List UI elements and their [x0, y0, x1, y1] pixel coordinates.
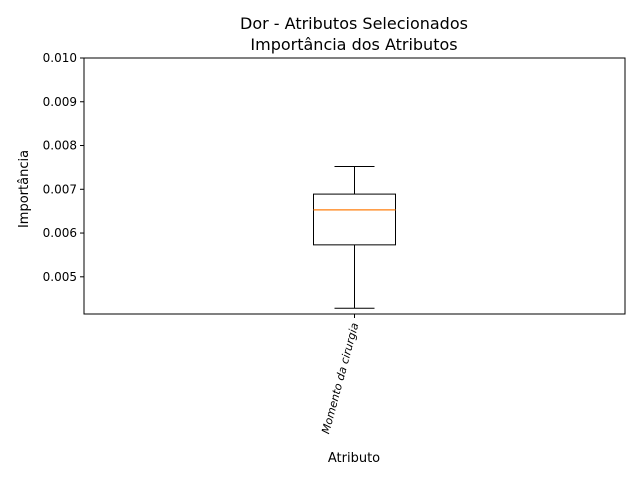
- plot-area: [313, 166, 396, 309]
- box-0: [313, 166, 396, 309]
- y-axis-ticks: 0.005 0.006 0.007 0.008 0.009 0.010: [43, 51, 84, 284]
- y-tick-label: 0.006: [43, 226, 77, 240]
- chart-subtitle: Importância dos Atributos: [250, 35, 457, 54]
- chart-title: Dor - Atributos Selecionados: [240, 14, 468, 33]
- y-tick-label: 0.009: [43, 95, 77, 109]
- x-axis-label: Atributo: [328, 451, 380, 466]
- y-tick-label: 0.010: [43, 51, 77, 65]
- y-tick-label: 0.008: [43, 139, 77, 153]
- x-axis-ticks: Momento da cirurgia: [319, 314, 361, 435]
- y-tick-label: 0.005: [43, 270, 77, 284]
- x-tick-label: Momento da cirurgia: [319, 321, 361, 435]
- y-tick-label: 0.007: [43, 182, 77, 196]
- y-axis-label: Importância: [17, 150, 32, 228]
- iqr-box: [313, 193, 396, 246]
